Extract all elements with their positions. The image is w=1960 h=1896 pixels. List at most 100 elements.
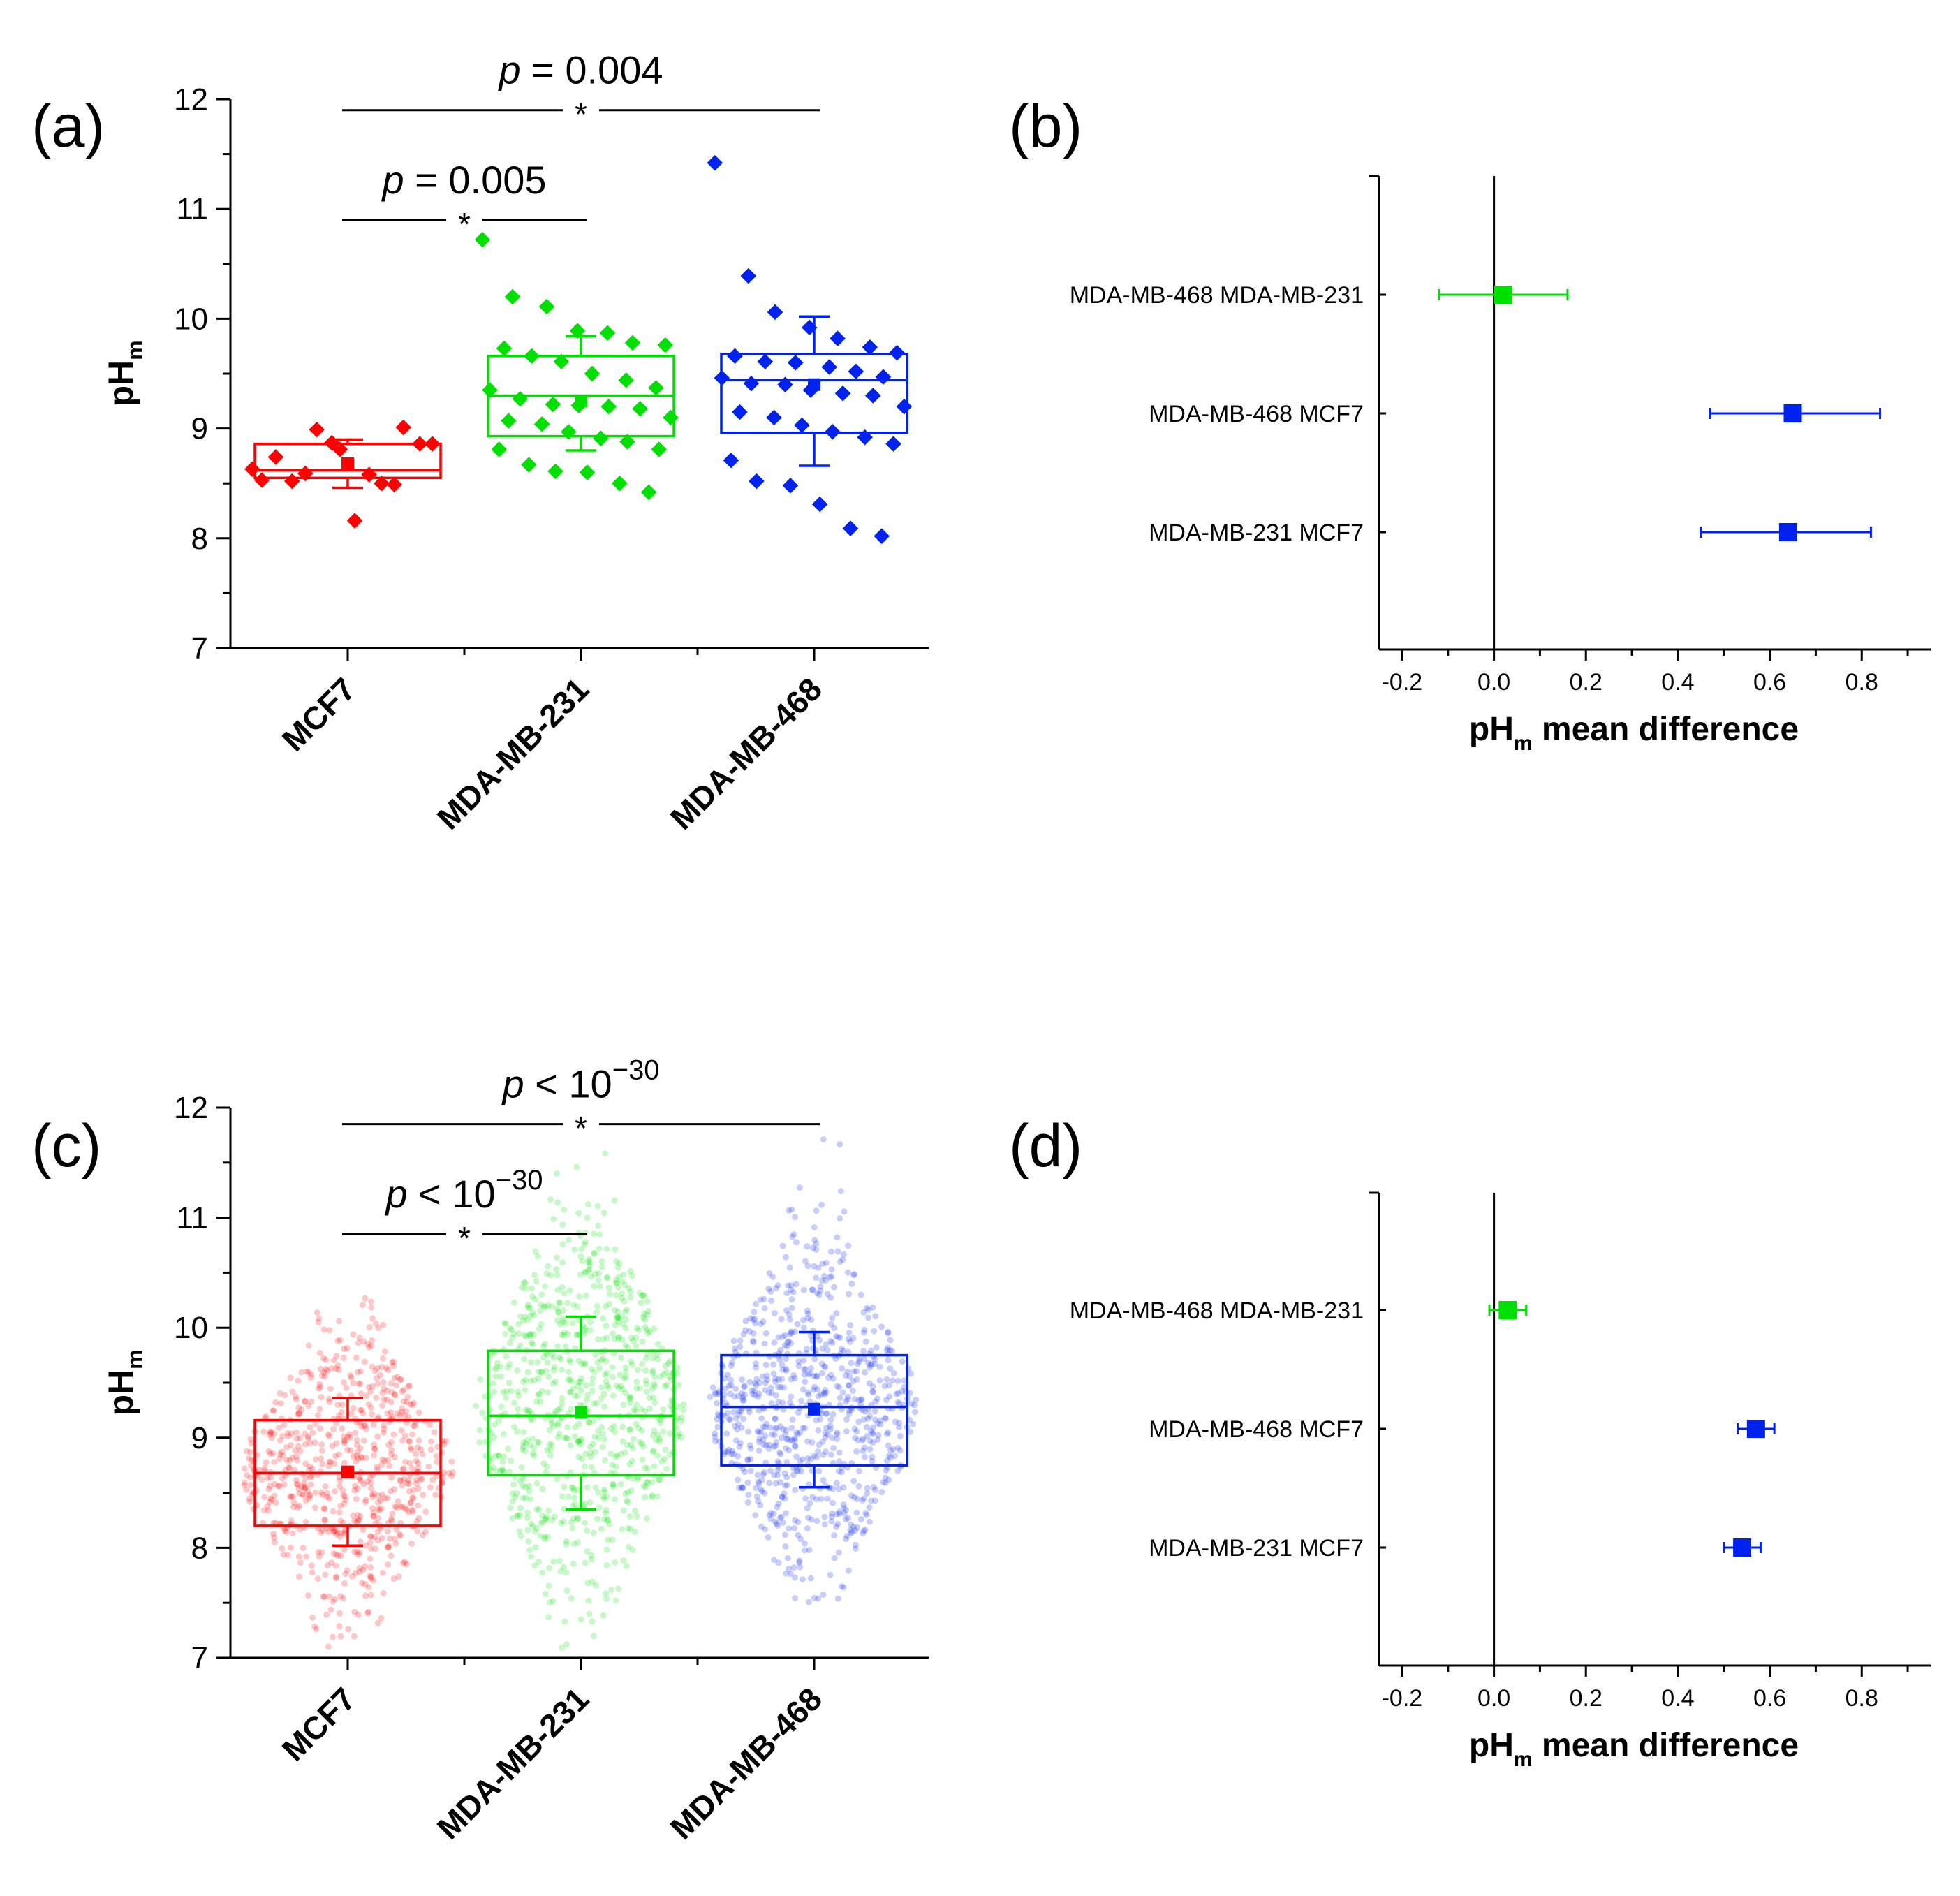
- data-point: [302, 1397, 309, 1404]
- data-point: [791, 1375, 798, 1382]
- data-point: [811, 1372, 818, 1379]
- data-point: [600, 1486, 607, 1493]
- data-point: [355, 1339, 362, 1346]
- data-point: [371, 1452, 378, 1459]
- data-point: [479, 1409, 486, 1416]
- data-point: [773, 1424, 780, 1431]
- data-point: [353, 1436, 360, 1443]
- data-point: [520, 1279, 527, 1286]
- data-point: [398, 1427, 405, 1434]
- data-point: [878, 1489, 885, 1496]
- data-point: [559, 1493, 566, 1500]
- data-point: [853, 1428, 860, 1435]
- data-point: [598, 1357, 605, 1364]
- data-point: [554, 1317, 561, 1324]
- data-point: [866, 1380, 873, 1387]
- data-point: [587, 1259, 594, 1266]
- data-point: [842, 1398, 849, 1405]
- data-point: [761, 1469, 768, 1476]
- p-value: < 10: [408, 1172, 496, 1216]
- data-point: [881, 1383, 888, 1390]
- data-point: [561, 1618, 568, 1625]
- data-point: [627, 1394, 634, 1401]
- data-point: [601, 1403, 608, 1410]
- data-point: [360, 1566, 367, 1573]
- data-point: [571, 1246, 578, 1253]
- data-point: [656, 1476, 663, 1483]
- data-point: [584, 1392, 591, 1399]
- data-point: [357, 1380, 364, 1387]
- data-point: [822, 1448, 829, 1455]
- data-point: [497, 1363, 504, 1370]
- data-point: [790, 1288, 797, 1295]
- data-point: [499, 1458, 506, 1465]
- data-point: [548, 1303, 555, 1310]
- data-point: [818, 1277, 825, 1284]
- data-point: [603, 1562, 610, 1569]
- data-point: [848, 1360, 855, 1367]
- data-point: [587, 1499, 594, 1506]
- data-point: [786, 1311, 793, 1318]
- data-point: [294, 1504, 301, 1511]
- data-point: [838, 1583, 845, 1590]
- data-point: [649, 1432, 656, 1439]
- data-point: [385, 1561, 392, 1568]
- data-point: [575, 1210, 582, 1217]
- data-point: [531, 1562, 538, 1569]
- data-point: [387, 1487, 394, 1494]
- data-point: [563, 1541, 570, 1548]
- data-point: [398, 1409, 405, 1416]
- data-point: [794, 1431, 801, 1438]
- data-point: [869, 1388, 876, 1395]
- data-point: [628, 1457, 635, 1464]
- data-point: [526, 1546, 533, 1553]
- y-tick-label: 12: [174, 82, 208, 117]
- data-point: [355, 1551, 362, 1558]
- data-point: [508, 1388, 515, 1395]
- data-point: [362, 1563, 369, 1570]
- data-point: [739, 1394, 746, 1401]
- data-point: [750, 1316, 757, 1323]
- data-point: [600, 1355, 607, 1362]
- data-point: [294, 1481, 301, 1488]
- data-point: [396, 1412, 403, 1419]
- data-point: [340, 1354, 347, 1361]
- data-point: [267, 449, 284, 465]
- data-point: [894, 1377, 901, 1384]
- data-point: [575, 1438, 582, 1445]
- data-point: [626, 1513, 633, 1520]
- data-point: [408, 1465, 415, 1472]
- data-point: [766, 1512, 773, 1519]
- data-point: [396, 1531, 403, 1538]
- data-point: [336, 1623, 343, 1630]
- data-point: [334, 1552, 341, 1559]
- data-point: [799, 1576, 806, 1583]
- data-point: [600, 1493, 607, 1500]
- data-point: [845, 1348, 852, 1355]
- data-point: [515, 1388, 522, 1395]
- data-point: [786, 1525, 793, 1532]
- data-point: [649, 1369, 656, 1376]
- data-point: [295, 1443, 302, 1450]
- data-point: [520, 1429, 527, 1436]
- data-point: [795, 1409, 802, 1416]
- data-point: [763, 1420, 770, 1427]
- data-point: [503, 1388, 510, 1395]
- data-point: [407, 1499, 414, 1506]
- data-point: [331, 1529, 338, 1536]
- data-point: [774, 1467, 781, 1474]
- comparison-label: MDA-MB-468 MDA-MB-231: [1070, 282, 1364, 309]
- data-point: [776, 1479, 783, 1486]
- data-point: [515, 1321, 522, 1328]
- p-exponent: −30: [496, 1165, 543, 1196]
- data-point: [535, 1375, 542, 1382]
- data-point: [330, 1357, 337, 1364]
- data-point: [547, 463, 563, 480]
- data-point: [319, 1460, 326, 1467]
- data-point: [610, 1483, 617, 1490]
- data-point: [265, 1485, 272, 1492]
- data-point: [774, 1458, 781, 1465]
- data-point: [850, 1368, 857, 1375]
- data-point: [836, 1457, 843, 1464]
- data-point: [562, 1320, 569, 1327]
